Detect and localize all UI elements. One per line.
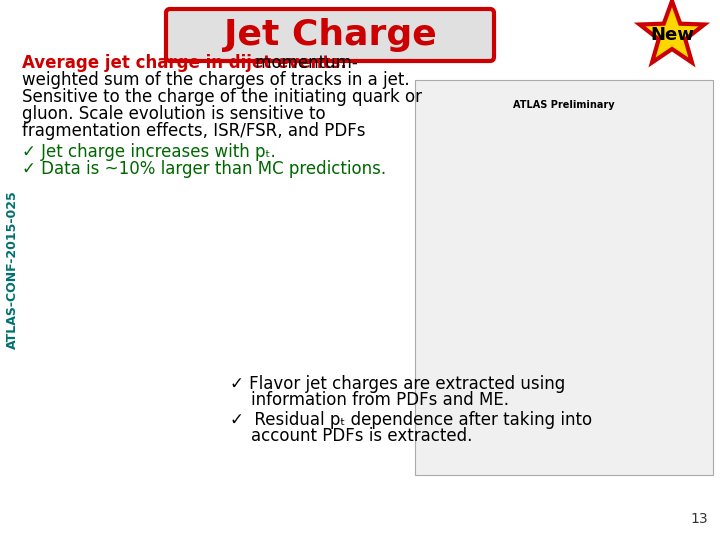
Text: Average jet charge in dijet events:: Average jet charge in dijet events: [22, 54, 347, 72]
FancyBboxPatch shape [166, 9, 494, 61]
Text: New: New [650, 26, 694, 44]
Text: momentum-: momentum- [250, 54, 357, 72]
Polygon shape [639, 1, 704, 63]
Text: ATLAS Preliminary: ATLAS Preliminary [513, 100, 615, 110]
Text: ATLAS-CONF-2015-025: ATLAS-CONF-2015-025 [6, 191, 19, 349]
Bar [415, 80, 713, 475]
Text: 13: 13 [690, 512, 708, 526]
Text: ✓  Residual pₜ dependence after taking into: ✓ Residual pₜ dependence after taking in… [230, 411, 592, 429]
Text: ✓ Jet charge increases with pₜ.: ✓ Jet charge increases with pₜ. [22, 143, 276, 161]
Text: Sensitive to the charge of the initiating quark or: Sensitive to the charge of the initiatin… [22, 88, 422, 106]
Text: ✓ Data is ~10% larger than MC predictions.: ✓ Data is ~10% larger than MC prediction… [22, 160, 386, 178]
Text: fragmentation effects, ISR/FSR, and PDFs: fragmentation effects, ISR/FSR, and PDFs [22, 122, 366, 140]
Text: weighted sum of the charges of tracks in a jet.: weighted sum of the charges of tracks in… [22, 71, 410, 89]
Text: Jet Charge: Jet Charge [224, 18, 436, 52]
Text: gluon. Scale evolution is sensitive to: gluon. Scale evolution is sensitive to [22, 105, 325, 123]
Text: information from PDFs and ME.: information from PDFs and ME. [230, 391, 509, 409]
Text: account PDFs is extracted.: account PDFs is extracted. [230, 427, 472, 445]
Text: ✓ Flavor jet charges are extracted using: ✓ Flavor jet charges are extracted using [230, 375, 565, 393]
